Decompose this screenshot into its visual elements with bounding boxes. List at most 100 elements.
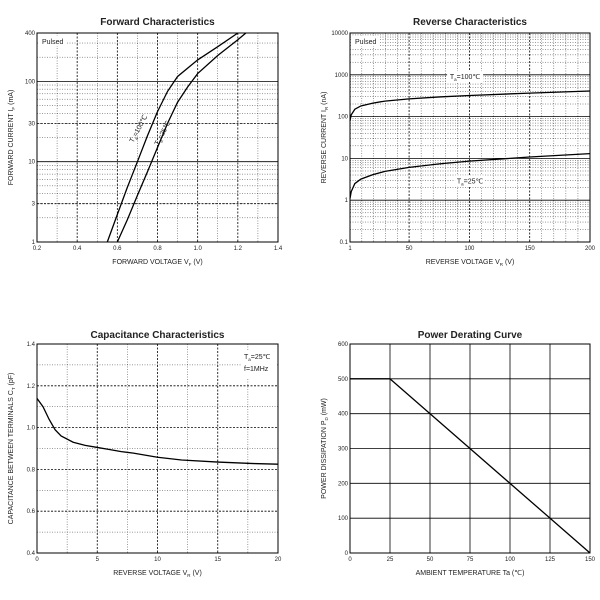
y-tick-label: 100 xyxy=(338,115,349,121)
grid xyxy=(37,33,278,242)
series-label-25c: Ta=25℃ xyxy=(457,178,484,186)
series-label-100c-symbol: T xyxy=(129,136,138,144)
x-tick-label: 0 xyxy=(35,557,39,563)
x-tick-label: 10 xyxy=(154,557,161,563)
y-label-text: CAPACITANCE BETWEEN TERMINALS xyxy=(8,395,15,524)
y-tick-label: 1 xyxy=(345,198,349,204)
x-tick-label: 50 xyxy=(427,557,434,563)
x-tick-label: 0 xyxy=(348,557,352,563)
chart-title: Forward Characteristics xyxy=(100,17,215,28)
y-label-text: REVERSE CURRENT xyxy=(321,112,328,183)
series-line-1 xyxy=(349,152,591,199)
y-label: POWER DISSIPATION PD (mW) xyxy=(321,398,329,499)
x-label-text: REVERSE VOLTAGE xyxy=(426,259,495,266)
x-tick-label: 150 xyxy=(585,557,596,563)
note-temp-value: =25℃ xyxy=(251,354,271,361)
series-line-0 xyxy=(350,378,591,554)
chart-derating: 0 25 50 75 100 125 150 0 100 200 300 400 500 600 Power… xyxy=(321,330,596,577)
series-label-100c-subscript: a xyxy=(134,136,140,141)
y-tick-label: 0.1 xyxy=(340,240,349,246)
x-tick-label: 0.8 xyxy=(153,246,162,252)
y-tick-label: 10 xyxy=(341,156,348,162)
series-label-100c-subscript: a xyxy=(454,77,457,82)
y-label-text: FORWARD CURRENT xyxy=(8,112,15,186)
x-tick-label: 50 xyxy=(406,246,413,252)
plot-frame xyxy=(36,32,279,243)
note-pulsed: Pulsed xyxy=(355,39,377,46)
chart-capacitance: 0 5 10 15 20 0.4 0.6 0.8 1.0 1.2 1.4 Capacitance Ch… xyxy=(8,330,282,578)
note-pulsed: Pulsed xyxy=(42,39,64,46)
x-label-text: FORWARD VOLTAGE xyxy=(112,259,184,266)
note-temperature: Ta=25℃ xyxy=(244,354,271,362)
grid xyxy=(350,33,590,242)
y-label-unit: (nA) xyxy=(321,92,328,107)
y-label: REVERSE CURRENT IR (nA) xyxy=(321,92,329,184)
chart-title: Capacitance Characteristics xyxy=(91,330,225,341)
y-tick-label: 500 xyxy=(338,377,349,383)
x-label: FORWARD VOLTAGE VF (V) xyxy=(112,259,202,267)
y-tick-label: 0.4 xyxy=(27,551,36,557)
series-line-1 xyxy=(116,32,247,243)
x-tick-label: 15 xyxy=(214,557,221,563)
x-tick-label: 150 xyxy=(525,246,536,252)
y-label-symbol: P xyxy=(321,420,328,425)
x-tick-label: 1.4 xyxy=(274,246,283,252)
y-label: CAPACITANCE BETWEEN TERMINALS CT (pF) xyxy=(8,373,16,525)
label-bg xyxy=(455,175,486,187)
series-label-25c-symbol: T xyxy=(457,178,462,185)
x-label-text: REVERSE VOLTAGE xyxy=(113,570,182,577)
x-label-unit: (V) xyxy=(191,570,202,577)
series-label-100c: Ta=100℃ xyxy=(450,74,481,82)
chart-forward: 0.2 0.4 0.6 0.8 1.0 1.2 1.4 1 3 10 30 100 400 Forward… xyxy=(8,17,283,267)
y-tick-label: 0 xyxy=(345,551,349,557)
y-tick-label: 3 xyxy=(32,202,36,208)
x-label-subscript: R xyxy=(500,262,504,267)
y-tick-label: 300 xyxy=(338,447,349,453)
plot-frame xyxy=(36,343,279,554)
y-tick-label: 100 xyxy=(338,516,349,522)
series-label-25c-subscript: a xyxy=(159,139,165,144)
note-bg xyxy=(39,36,67,46)
chart-title: Reverse Characteristics xyxy=(413,17,527,28)
y-label-subscript: F xyxy=(11,107,16,110)
y-tick-label: 10000 xyxy=(331,31,348,37)
y-label-subscript: R xyxy=(324,106,329,110)
x-tick-label: 1.2 xyxy=(234,246,243,252)
series-label-100c-value: =100℃ xyxy=(132,114,149,138)
series-label-25c-symbol: T xyxy=(154,139,163,147)
y-label-symbol: I xyxy=(8,110,15,112)
y-tick-label: 1.2 xyxy=(27,384,36,390)
y-tick-label: 400 xyxy=(338,412,349,418)
y-label: FORWARD CURRENT IF (mA) xyxy=(8,90,16,186)
y-label-subscript: T xyxy=(11,387,16,390)
x-tick-label: 25 xyxy=(387,557,394,563)
x-label-symbol: Ta xyxy=(503,570,511,577)
grid xyxy=(37,344,278,553)
x-tick-label: 1.0 xyxy=(193,246,202,252)
y-label-text: POWER DISSIPATION xyxy=(321,425,328,499)
series-label-25c: Ta=25℃ xyxy=(154,120,174,147)
x-label-symbol: V xyxy=(183,570,188,577)
y-tick-label: 0.6 xyxy=(27,509,36,515)
x-tick-label: 100 xyxy=(464,246,475,252)
y-tick-label: 1.4 xyxy=(27,342,36,348)
x-label: REVERSE VOLTAGE VR (V) xyxy=(426,259,515,267)
series-label-100c-value: =100℃ xyxy=(457,74,481,81)
y-tick-label: 30 xyxy=(28,121,35,127)
note-temp-subscript: a xyxy=(248,357,251,362)
y-label-symbol: I xyxy=(321,110,328,112)
y-tick-label: 1000 xyxy=(335,73,349,79)
x-label-text: AMBIENT TEMPERATURE xyxy=(416,570,503,577)
x-label-unit: (℃) xyxy=(510,570,524,577)
x-tick-label: 0.2 xyxy=(33,246,42,252)
x-label-unit: (V) xyxy=(503,259,514,266)
x-tick-label: 0.6 xyxy=(113,246,122,252)
x-tick-label: 100 xyxy=(505,557,516,563)
x-label-symbol: V xyxy=(184,259,189,266)
y-tick-label: 0.8 xyxy=(27,467,36,473)
x-label-unit: (V) xyxy=(191,259,202,266)
x-label-subscript: F xyxy=(189,262,192,267)
y-tick-label: 10 xyxy=(28,160,35,166)
